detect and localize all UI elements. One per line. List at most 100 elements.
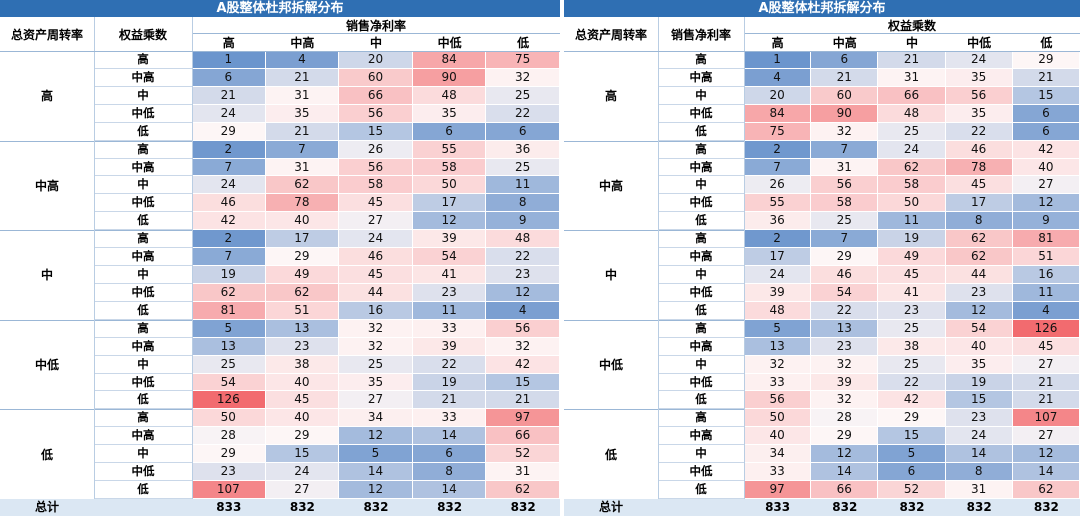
heatmap-cell: 51 xyxy=(265,301,340,320)
heatmap-cell: 31 xyxy=(878,68,946,87)
total-value: 832 xyxy=(832,500,858,514)
sub-row-label: 中低 xyxy=(94,463,192,482)
heatmap-cell: 56 xyxy=(744,391,812,410)
heatmap-cell: 29 xyxy=(878,409,946,428)
heatmap-cell: 31 xyxy=(945,481,1013,499)
heatmap-cell: 13 xyxy=(192,337,266,356)
sub-row-label: 中高 xyxy=(658,338,744,356)
sub-row-label: 中低 xyxy=(658,463,744,482)
heatmap-cell: 40 xyxy=(744,427,812,446)
heatmap-cell: 48 xyxy=(412,86,487,105)
sub-row-label: 低 xyxy=(658,302,744,320)
heatmap-cell: 81 xyxy=(1012,230,1080,249)
heatmap-cell: 31 xyxy=(265,158,340,177)
sub-row-label: 中 xyxy=(658,176,744,195)
heatmap-cell: 27 xyxy=(339,391,413,410)
heatmap-cell: 5 xyxy=(339,445,413,464)
row-group-header: 总资产周转率 xyxy=(10,27,83,42)
total-value: 832 xyxy=(1033,500,1059,514)
heatmap-cell: 15 xyxy=(486,373,560,392)
heatmap-cell: 40 xyxy=(265,373,340,392)
heatmap-cell: 34 xyxy=(744,445,812,464)
heatmap-cell: 25 xyxy=(878,319,946,338)
heatmap-cell: 28 xyxy=(811,409,879,428)
heatmap-cell: 29 xyxy=(1012,51,1080,69)
heatmap-cell: 24 xyxy=(192,176,266,195)
heatmap-cell: 12 xyxy=(339,427,413,446)
heatmap-cell: 19 xyxy=(878,230,946,249)
sub-row-label: 中低 xyxy=(658,374,744,392)
heatmap-cell: 32 xyxy=(339,319,413,338)
sub-row-label: 高 xyxy=(94,320,192,338)
sub-row-label: 中高 xyxy=(94,69,192,87)
heatmap-cell: 1 xyxy=(744,51,812,69)
heatmap-cell: 39 xyxy=(412,337,487,356)
heatmap-cell: 32 xyxy=(486,337,560,356)
sub-row-label: 高 xyxy=(658,230,744,249)
heatmap-cell: 24 xyxy=(878,140,946,159)
heatmap-cell: 32 xyxy=(811,391,879,410)
column-label: 中高 xyxy=(832,36,857,50)
heatmap-cell: 90 xyxy=(412,68,487,87)
heatmap-cell: 62 xyxy=(265,283,340,302)
heatmap-cell: 58 xyxy=(878,176,946,195)
heatmap-cell: 50 xyxy=(744,409,812,428)
column-header: 销售净利率 xyxy=(192,17,560,34)
row-sub-header: 销售净利率 xyxy=(670,27,731,42)
group-label: 高 xyxy=(604,89,617,104)
sub-row-label: 低 xyxy=(658,123,744,141)
sub-row-label: 高 xyxy=(658,320,744,338)
sub-row-label: 中低 xyxy=(94,284,192,302)
heatmap-cell: 22 xyxy=(878,373,946,392)
heatmap-cell: 78 xyxy=(265,194,340,213)
heatmap-cell: 75 xyxy=(486,51,560,69)
heatmap-cell: 27 xyxy=(1012,176,1080,195)
heatmap-cell: 29 xyxy=(811,427,879,446)
heatmap-cell: 58 xyxy=(412,158,487,177)
heatmap-cell: 46 xyxy=(811,266,879,284)
heatmap-cell: 48 xyxy=(744,301,812,320)
sub-row-label: 中 xyxy=(658,266,744,284)
heatmap-cell: 36 xyxy=(486,140,560,159)
heatmap-cell: 107 xyxy=(192,481,266,499)
heatmap-cell: 15 xyxy=(339,122,413,141)
heatmap-cell: 46 xyxy=(945,140,1013,159)
heatmap-cell: 35 xyxy=(412,104,487,123)
sub-row-label: 高 xyxy=(658,141,744,159)
heatmap-cell: 56 xyxy=(339,158,413,177)
heatmap-cell: 13 xyxy=(265,319,340,338)
total-value: 832 xyxy=(899,500,925,514)
heatmap-cell: 14 xyxy=(412,427,487,446)
heatmap-cell: 6 xyxy=(192,68,266,87)
column-divider xyxy=(658,17,659,499)
heatmap-cell: 50 xyxy=(412,176,487,195)
heatmap-cell: 58 xyxy=(339,176,413,195)
heatmap-cell: 23 xyxy=(945,283,1013,302)
heatmap-cell: 21 xyxy=(878,51,946,69)
heatmap-cell: 40 xyxy=(1012,158,1080,177)
heatmap-cell: 41 xyxy=(878,283,946,302)
heatmap-cell: 97 xyxy=(486,409,560,428)
sub-row-label: 高 xyxy=(94,141,192,159)
column-divider xyxy=(744,17,745,499)
heatmap-cell: 22 xyxy=(811,301,879,320)
heatmap-cell: 21 xyxy=(412,391,487,410)
heatmap-cell: 14 xyxy=(945,445,1013,464)
heatmap-cell: 29 xyxy=(265,248,340,267)
column-label: 中低 xyxy=(437,36,462,50)
heatmap-cell: 19 xyxy=(945,373,1013,392)
sub-row-label: 高 xyxy=(658,409,744,428)
heatmap-cell: 20 xyxy=(744,86,812,105)
header-separator xyxy=(0,51,560,52)
heatmap-cell: 24 xyxy=(192,104,266,123)
heatmap-cell: 2 xyxy=(744,140,812,159)
heatmap-cell: 6 xyxy=(1012,122,1080,141)
sub-row-label: 中高 xyxy=(94,427,192,446)
heatmap-cell: 32 xyxy=(811,355,879,374)
heatmap-cell: 8 xyxy=(412,463,487,482)
heatmap-cell: 23 xyxy=(811,337,879,356)
group-label: 高 xyxy=(40,89,53,104)
heatmap-cell: 52 xyxy=(486,445,560,464)
heatmap-cell: 126 xyxy=(1012,319,1080,338)
heatmap-cell: 23 xyxy=(486,266,560,284)
